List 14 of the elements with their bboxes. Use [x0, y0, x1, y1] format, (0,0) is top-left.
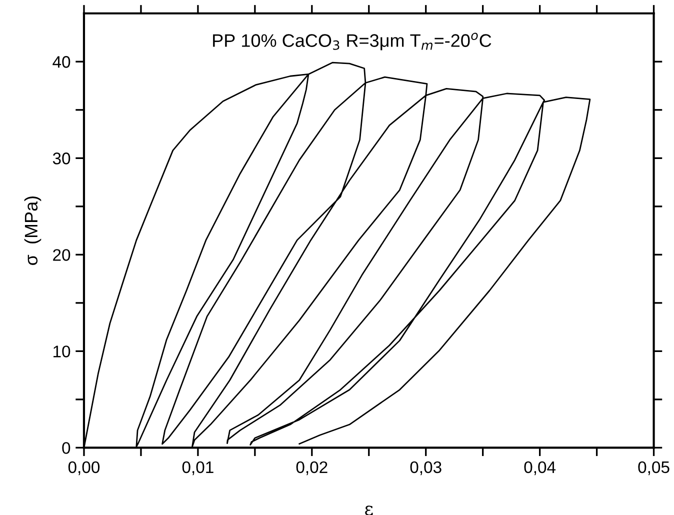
x-tick-label: 0,05 — [638, 461, 670, 476]
x-tick-label: 0,02 — [296, 461, 328, 476]
x-tick-label: 0,00 — [68, 461, 100, 476]
x-tick-label: 0,03 — [410, 461, 442, 476]
x-axis-title: ε — [365, 506, 373, 515]
y-axis-title: σ (MPa) — [24, 196, 42, 265]
y-tick-label: 20 — [53, 249, 70, 261]
y-tick-label: 30 — [52, 152, 70, 164]
y-tick-label: 10 — [54, 346, 70, 358]
x-tick-label: 0,04 — [524, 461, 556, 476]
y-tick-label: 0 — [62, 442, 70, 454]
x-tick-label: 0,01 — [182, 461, 214, 476]
text: PP 10% CaCO$_{3}$ R=3μm T$_{m}$=-20$^{o}$C — [213, 32, 492, 50]
y-tick-label: 40 — [52, 56, 70, 68]
